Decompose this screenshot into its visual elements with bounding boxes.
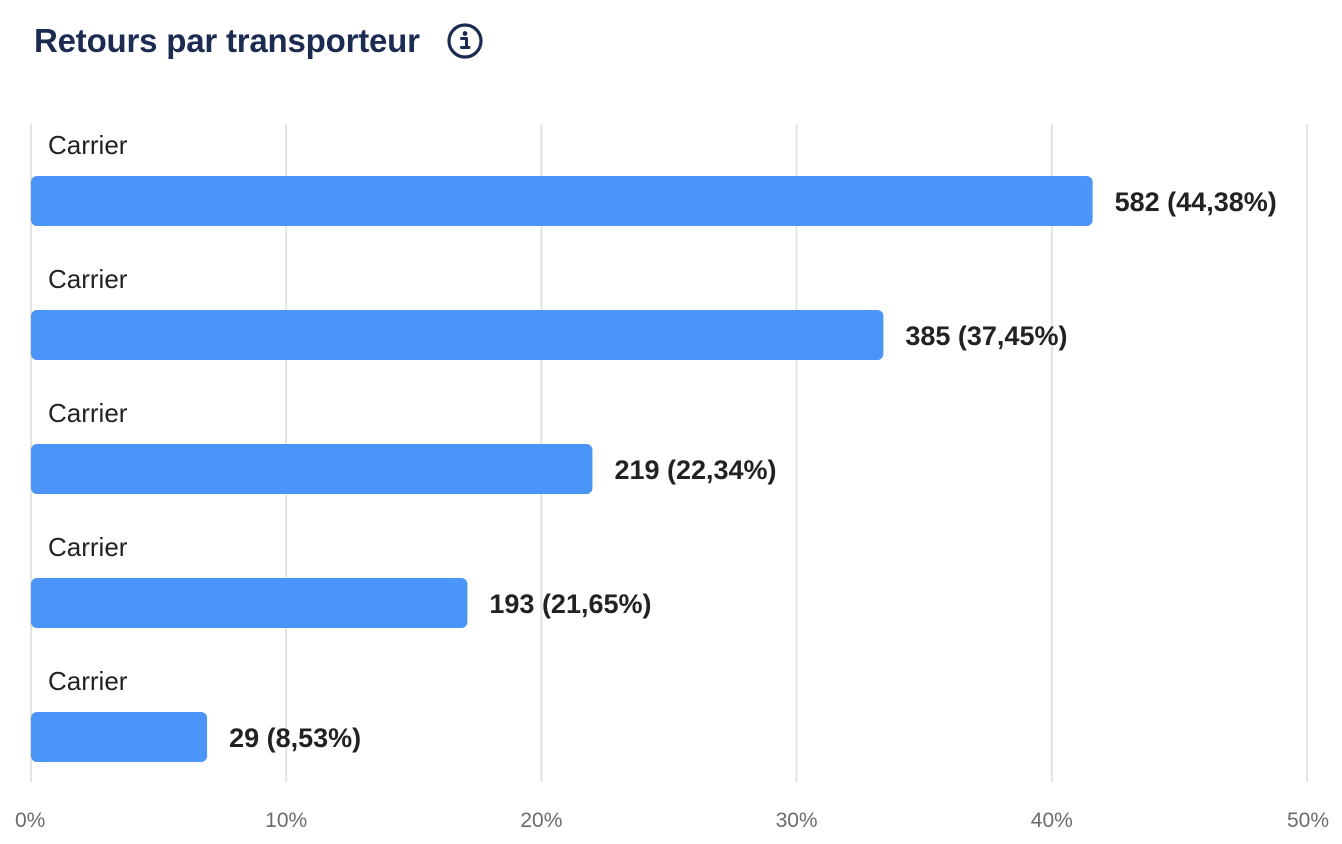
bar[interactable] — [31, 578, 468, 628]
x-tick-label: 10% — [265, 809, 307, 832]
chart-header: Retours par transporteur — [34, 18, 484, 64]
category-label: Carrier — [48, 264, 128, 294]
category-label: Carrier — [48, 666, 128, 696]
category-label: Carrier — [48, 398, 128, 428]
info-icon[interactable] — [446, 22, 484, 60]
category-label: Carrier — [48, 532, 128, 562]
bar[interactable] — [31, 444, 593, 494]
x-tick-label: 20% — [520, 809, 562, 832]
bar-value-label: 582 (44,38%) — [1115, 187, 1277, 217]
x-tick-label: 40% — [1031, 809, 1073, 832]
x-tick-label: 50% — [1287, 809, 1329, 832]
bar[interactable] — [31, 310, 884, 360]
bar[interactable] — [31, 176, 1093, 226]
bar-value-label: 385 (37,45%) — [905, 321, 1067, 351]
bar-value-label: 219 (22,34%) — [614, 455, 776, 485]
category-label: Carrier — [48, 130, 128, 160]
x-tick-label: 30% — [776, 809, 818, 832]
x-tick-label: 0% — [15, 809, 45, 832]
bar-value-label: 29 (8,53%) — [229, 723, 361, 753]
bar-value-label: 193 (21,65%) — [489, 589, 651, 619]
chart-title: Retours par transporteur — [34, 22, 420, 59]
bar[interactable] — [31, 712, 208, 762]
